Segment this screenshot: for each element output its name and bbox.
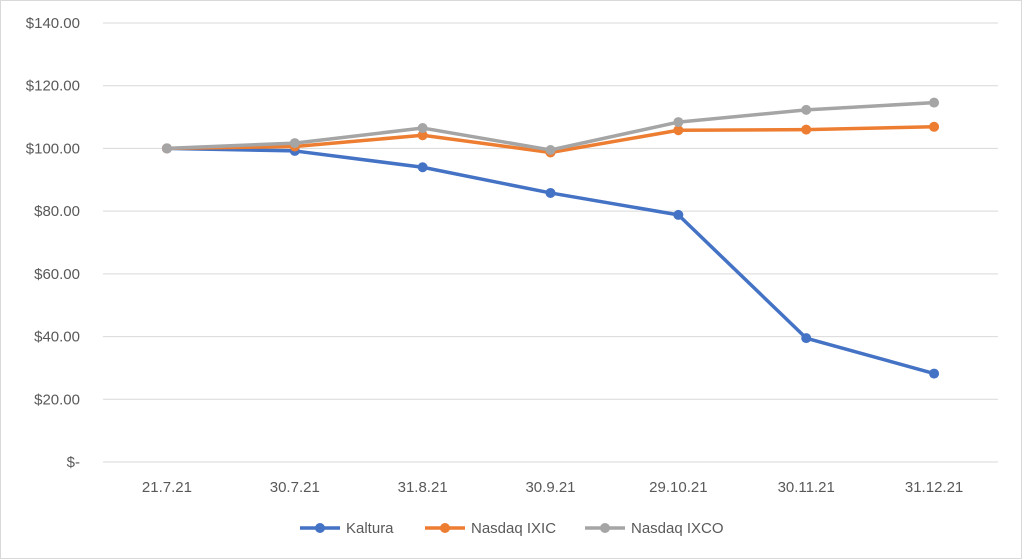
y-tick-label: $20.00 <box>34 391 80 408</box>
x-tick-label: 30.7.21 <box>270 479 320 496</box>
legend: Kaltura Nasdaq IXIC Nasdaq IXCO <box>300 520 724 537</box>
data-point <box>545 187 556 198</box>
data-point <box>289 138 300 149</box>
y-tick-label: $40.00 <box>34 329 80 346</box>
legend-marker <box>315 523 325 533</box>
series-line <box>165 100 936 152</box>
data-point <box>801 124 812 135</box>
data-point <box>801 333 812 344</box>
y-tick-label: $60.00 <box>34 266 80 283</box>
legend-item: Nasdaq IXIC <box>425 520 556 537</box>
x-tick-label: 31.8.21 <box>398 479 448 496</box>
y-axis-tick-labels: $- $20.00 $40.00 $60.00 $80.00 $100.00 $120.00… <box>26 15 80 471</box>
data-point <box>673 117 684 128</box>
data-point <box>929 121 940 132</box>
x-tick-label: 30.9.21 <box>525 479 575 496</box>
data-point <box>417 130 428 141</box>
data-point <box>161 143 172 154</box>
legend-item: Kaltura <box>300 520 394 537</box>
series-line <box>165 146 936 376</box>
data-point <box>929 97 940 108</box>
x-tick-label: 30.11.21 <box>778 479 835 496</box>
x-tick-label: 31.12.21 <box>905 479 963 496</box>
series-lines <box>161 97 940 379</box>
y-tick-label: $- <box>67 454 80 471</box>
data-point <box>929 368 940 379</box>
legend-marker <box>600 523 610 533</box>
legend-item: Nasdaq IXCO <box>585 520 724 537</box>
data-point <box>801 104 812 115</box>
data-point <box>673 209 684 220</box>
series-nasdaq-ixco <box>161 97 940 155</box>
y-tick-label: $140.00 <box>26 15 80 32</box>
y-tick-label: $100.00 <box>26 140 80 157</box>
data-point <box>545 144 556 155</box>
legend-label: Nasdaq IXIC <box>471 520 556 537</box>
data-point <box>417 162 428 173</box>
y-tick-label: $80.00 <box>34 203 80 220</box>
legend-label: Kaltura <box>346 520 394 537</box>
x-axis-tick-labels: 21.7.21 30.7.21 31.8.21 30.9.21 29.10.21 30.1… <box>142 479 963 496</box>
y-tick-label: $120.00 <box>26 78 80 95</box>
gridlines <box>103 22 998 463</box>
data-point <box>673 125 684 136</box>
series-kaltura <box>161 143 940 379</box>
x-tick-label: 29.10.21 <box>649 479 707 496</box>
data-point <box>417 123 428 134</box>
x-tick-label: 21.7.21 <box>142 479 192 496</box>
legend-marker <box>440 523 450 533</box>
legend-label: Nasdaq IXCO <box>631 520 724 537</box>
